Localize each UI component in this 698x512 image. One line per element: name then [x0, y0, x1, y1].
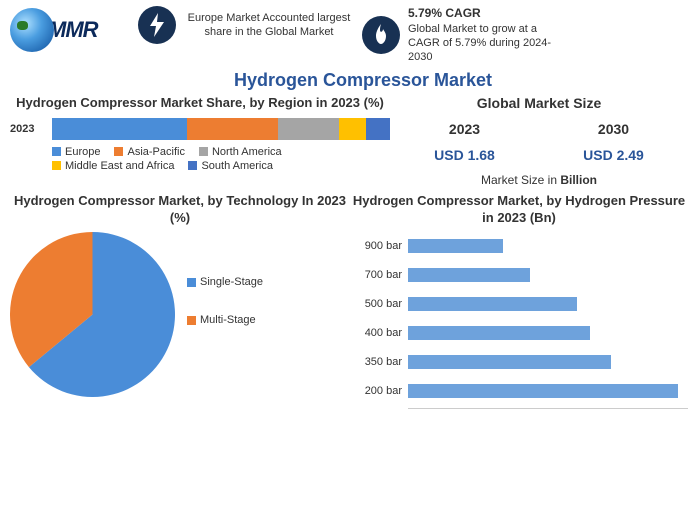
legend-label: Multi-Stage [200, 314, 256, 326]
pressure-label: 200 bar [350, 385, 408, 397]
bolt-icon [138, 6, 176, 44]
region-stacked-bar: 2023 [10, 118, 390, 140]
region-segment [339, 118, 366, 140]
legend-item: Middle East and Africa [52, 160, 174, 172]
value-2023: USD 1.68 [434, 147, 495, 163]
legend-item: Asia-Pacific [114, 146, 184, 158]
region-segment [366, 118, 390, 140]
legend-item: Multi-Stage [187, 314, 263, 326]
market-size-years: 2023 2030 [390, 121, 688, 137]
x-axis [408, 408, 688, 409]
year-2030: 2030 [598, 121, 629, 137]
pie-chart-title: Hydrogen Compressor Market, by Technolog… [10, 193, 350, 226]
region-segment [187, 118, 278, 140]
pie-legend: Single-Stage Multi-Stage [187, 276, 263, 352]
legend-label: Single-Stage [200, 276, 263, 288]
pressure-label: 400 bar [350, 327, 408, 339]
stat-cagr: 5.79% CAGR Global Market to grow at a CA… [362, 6, 568, 64]
pressure-bar [408, 268, 530, 282]
legend-label: Europe [65, 146, 100, 158]
swatch-icon [52, 161, 61, 170]
pie-chart-panel: Hydrogen Compressor Market, by Technolog… [10, 193, 350, 409]
pressure-bar [408, 355, 611, 369]
swatch-icon [52, 147, 61, 156]
header: MMR Europe Market Accounted largest shar… [0, 0, 698, 64]
region-chart: Hydrogen Compressor Market Share, by Reg… [10, 95, 390, 187]
note-prefix: Market Size in [481, 173, 560, 187]
stat-cagr-text: 5.79% CAGR Global Market to grow at a CA… [408, 6, 568, 64]
pressure-label: 700 bar [350, 269, 408, 281]
note-bold: Billion [560, 173, 597, 187]
flame-icon [362, 16, 400, 54]
pressure-bar [408, 384, 678, 398]
legend-label: Middle East and Africa [65, 160, 174, 172]
legend-label: Asia-Pacific [127, 146, 184, 158]
cagr-desc: Global Market to grow at a CAGR of 5.79%… [408, 22, 568, 65]
row-region-size: Hydrogen Compressor Market Share, by Reg… [0, 95, 698, 187]
market-size-title: Global Market Size [390, 95, 688, 111]
swatch-icon [114, 147, 123, 156]
region-legend: Europe Asia-Pacific North America Middle Ea… [52, 146, 390, 172]
pressure-bar [408, 239, 503, 253]
market-size-values: USD 1.68 USD 2.49 [390, 147, 688, 163]
region-segment [52, 118, 187, 140]
pressure-label: 900 bar [350, 240, 408, 252]
region-chart-title: Hydrogen Compressor Market Share, by Reg… [10, 95, 390, 111]
swatch-icon [187, 278, 196, 287]
pressure-bar-row: 900 bar [350, 234, 688, 258]
market-size-note: Market Size in Billion [390, 173, 688, 187]
logo-text: MMR [48, 17, 98, 43]
main-title: Hydrogen Compressor Market [28, 70, 698, 91]
swatch-icon [199, 147, 208, 156]
swatch-icon [187, 316, 196, 325]
region-year-label: 2023 [10, 123, 46, 135]
legend-item: South America [188, 160, 273, 172]
pressure-bar-row: 400 bar [350, 321, 688, 345]
pressure-bar [408, 326, 590, 340]
year-2023: 2023 [449, 121, 480, 137]
row-pie-hbar: Hydrogen Compressor Market, by Technolog… [0, 187, 698, 409]
pressure-bar-row: 700 bar [350, 263, 688, 287]
legend-label: South America [201, 160, 273, 172]
region-segment [278, 118, 339, 140]
pressure-bar-row: 200 bar [350, 379, 688, 403]
legend-item: Europe [52, 146, 100, 158]
logo: MMR [10, 6, 130, 54]
pressure-bar-row: 500 bar [350, 292, 688, 316]
globe-icon [10, 8, 54, 52]
pressure-label: 350 bar [350, 356, 408, 368]
pressure-bar-row: 350 bar [350, 350, 688, 374]
pressure-label: 500 bar [350, 298, 408, 310]
legend-item: Single-Stage [187, 276, 263, 288]
stat-europe-text: Europe Market Accounted largest share in… [184, 11, 354, 40]
pressure-bars: 900 bar 700 bar 500 bar 400 bar 350 bar 200 b… [350, 234, 688, 409]
pie-box: Single-Stage Multi-Stage [10, 232, 350, 397]
swatch-icon [188, 161, 197, 170]
legend-item: North America [199, 146, 282, 158]
stacked-bar-container [52, 118, 390, 140]
stat-europe: Europe Market Accounted largest share in… [138, 6, 354, 44]
market-size-panel: Global Market Size 2023 2030 USD 1.68 US… [390, 95, 688, 187]
legend-label: North America [212, 146, 282, 158]
pressure-chart-panel: Hydrogen Compressor Market, by Hydrogen … [350, 193, 688, 409]
value-2030: USD 2.49 [583, 147, 644, 163]
pressure-bar [408, 297, 577, 311]
pie-chart [10, 232, 175, 397]
pressure-chart-title: Hydrogen Compressor Market, by Hydrogen … [350, 193, 688, 226]
cagr-title: 5.79% CAGR [408, 6, 568, 22]
